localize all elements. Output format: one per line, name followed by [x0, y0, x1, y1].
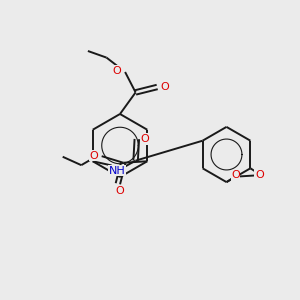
Text: O: O	[231, 170, 240, 181]
Text: O: O	[112, 65, 121, 76]
Text: NH: NH	[109, 166, 126, 176]
Text: O: O	[115, 186, 124, 196]
Text: O: O	[160, 82, 169, 92]
Text: O: O	[255, 170, 264, 180]
Text: O: O	[89, 151, 98, 160]
Text: O: O	[140, 134, 149, 144]
